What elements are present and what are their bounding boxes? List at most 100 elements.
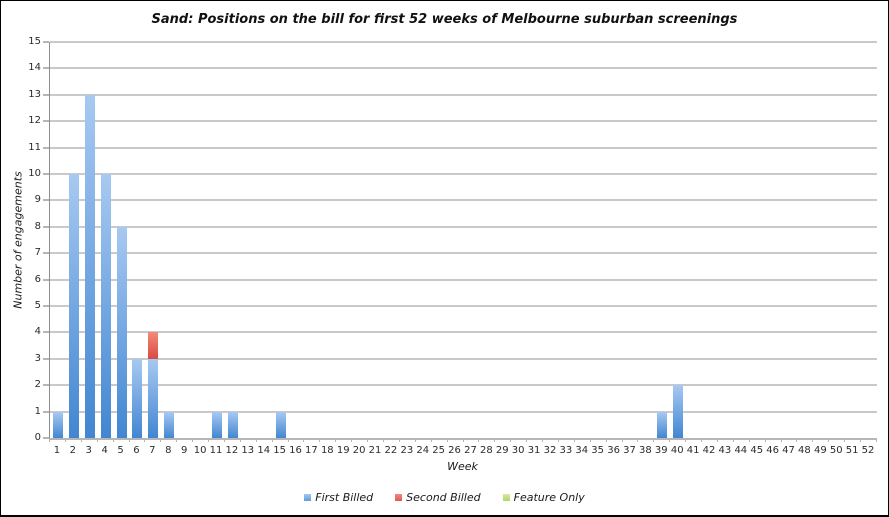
x-tick-label: 33 <box>559 445 573 456</box>
x-tick-mark <box>160 438 162 442</box>
x-tick-label: 37 <box>623 445 636 456</box>
x-tick-mark <box>542 438 544 442</box>
y-tick-label: 13 <box>28 88 41 100</box>
x-tick-mark <box>732 438 734 442</box>
x-tick-label: 35 <box>591 445 605 456</box>
x-tick-mark <box>796 438 798 442</box>
x-tick-label: 34 <box>575 445 589 456</box>
x-tick-label: 41 <box>686 445 700 456</box>
bar-week-15-first-billed <box>275 411 286 438</box>
x-tick-mark <box>351 438 353 442</box>
y-tick-mark <box>43 437 49 439</box>
x-tick-label: 52 <box>861 445 875 456</box>
x-tick-label: 38 <box>639 445 652 456</box>
x-tick-label: 43 <box>718 445 732 456</box>
bar-week-5-first-billed <box>116 226 127 438</box>
x-tick-mark <box>701 438 703 442</box>
x-tick-label: 17 <box>305 445 318 456</box>
x-tick-mark <box>748 438 750 442</box>
x-tick-mark <box>573 438 575 442</box>
y-tick-label: 6 <box>34 273 41 285</box>
bar-week-2-first-billed <box>68 174 79 438</box>
gridline <box>50 305 877 307</box>
x-tick-mark <box>80 438 82 442</box>
x-tick-label: 7 <box>149 445 156 456</box>
x-tick-label: 23 <box>400 445 414 456</box>
gridline <box>50 93 877 96</box>
gridline <box>50 41 877 43</box>
x-tick-label: 28 <box>479 445 493 456</box>
bar-week-7-second-billed <box>148 332 159 359</box>
y-tick-label: 11 <box>28 141 41 153</box>
y-tick-mark <box>43 410 49 413</box>
x-tick-mark <box>319 438 321 442</box>
x-tick-mark <box>780 438 782 442</box>
x-tick-mark <box>255 438 257 442</box>
x-tick-mark <box>685 438 687 442</box>
x-tick-mark <box>414 438 416 442</box>
gridline <box>50 331 877 334</box>
feature-only-swatch-icon <box>502 494 510 501</box>
y-axis-label: Number of engagements <box>11 171 25 309</box>
legend-label-feature-only: Feature Only <box>513 491 585 504</box>
x-tick-mark <box>192 438 194 442</box>
y-tick-label: 9 <box>34 194 41 206</box>
x-tick-label: 27 <box>464 445 477 456</box>
x-tick-label: 42 <box>702 445 716 456</box>
y-tick-mark <box>43 305 49 307</box>
bar-week-6-first-billed <box>132 358 143 438</box>
x-tick-mark <box>271 438 273 442</box>
y-tick-label: 14 <box>28 62 41 74</box>
y-tick-label: 1 <box>34 405 41 417</box>
x-tick-mark <box>335 438 337 442</box>
gridline <box>50 410 877 413</box>
x-tick-label: 31 <box>527 445 541 456</box>
legend-item-first-billed: First Billed <box>304 491 373 504</box>
x-tick-label: 19 <box>336 445 350 456</box>
gridline <box>50 120 877 123</box>
x-tick-mark <box>208 438 210 442</box>
x-tick-mark <box>621 438 623 442</box>
bar-week-12-first-billed <box>227 411 238 438</box>
x-axis-label: Week <box>447 460 478 473</box>
x-tick-mark <box>176 438 178 442</box>
x-tick-mark <box>526 438 528 442</box>
x-tick-mark <box>303 438 305 442</box>
x-tick-mark <box>287 438 289 442</box>
y-tick-label: 0 <box>34 432 41 443</box>
x-tick-mark <box>398 438 400 442</box>
x-tick-mark <box>860 438 862 442</box>
y-tick-mark <box>43 199 49 202</box>
x-tick-mark <box>112 438 114 442</box>
bar-week-7-first-billed <box>148 358 159 438</box>
x-tick-mark <box>446 438 448 442</box>
x-tick-mark <box>812 438 814 442</box>
x-tick-label: 50 <box>829 445 843 456</box>
y-tick-label: 3 <box>34 352 41 364</box>
x-tick-label: 24 <box>416 445 430 456</box>
legend: First Billed Second Billed Feature Only <box>1 491 888 504</box>
x-tick-mark <box>828 438 830 442</box>
x-tick-label: 3 <box>85 445 92 456</box>
x-tick-label: 48 <box>798 445 811 456</box>
x-tick-mark <box>223 438 225 442</box>
gridline <box>50 357 877 360</box>
x-tick-mark <box>653 438 655 442</box>
x-tick-mark <box>478 438 480 442</box>
bar-week-40-first-billed <box>673 385 684 438</box>
x-tick-label: 20 <box>352 445 366 456</box>
bar-week-11-first-billed <box>211 411 222 438</box>
x-tick-mark <box>589 438 591 442</box>
x-tick-label: 36 <box>607 445 620 456</box>
y-tick-mark <box>43 120 49 123</box>
x-tick-mark <box>382 438 384 442</box>
x-tick-mark <box>510 438 512 442</box>
x-tick-mark <box>637 438 639 442</box>
legend-item-second-billed: Second Billed <box>395 491 481 504</box>
gridline <box>50 252 877 255</box>
x-tick-label: 2 <box>69 445 77 456</box>
x-tick-label: 21 <box>368 445 382 456</box>
legend-label-first-billed: First Billed <box>315 491 374 504</box>
y-tick-mark <box>43 41 49 43</box>
x-tick-label: 47 <box>782 445 795 456</box>
